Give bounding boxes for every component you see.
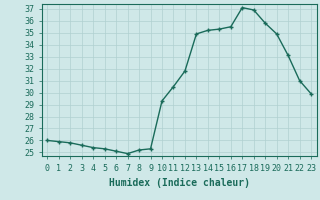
X-axis label: Humidex (Indice chaleur): Humidex (Indice chaleur) — [109, 178, 250, 188]
